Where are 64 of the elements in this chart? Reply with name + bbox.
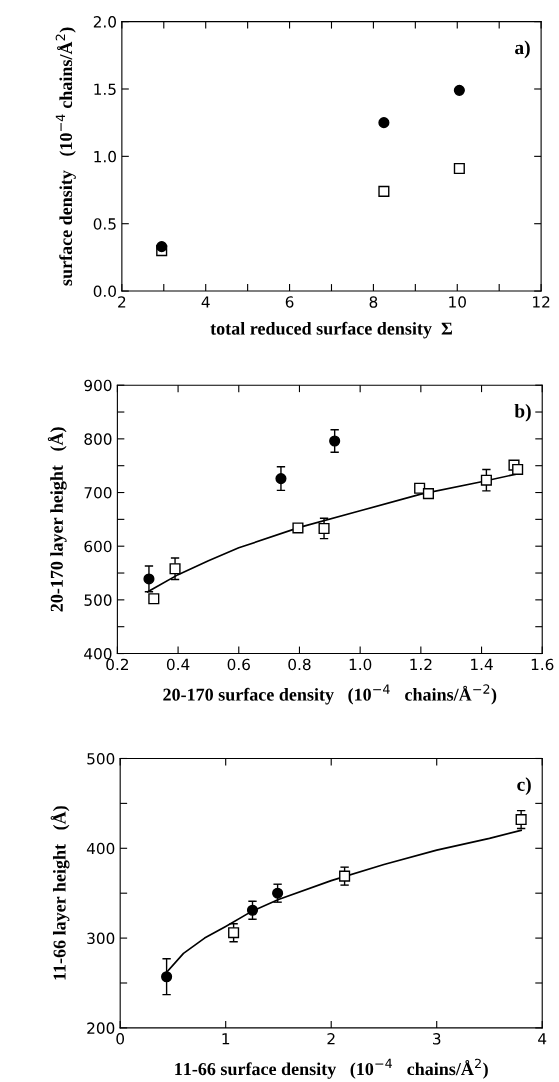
y-tick-label: 900 [84,379,112,392]
annotation: b) [514,403,531,422]
x-tick-label: 1.4 [471,658,493,670]
point [169,563,181,575]
x-tick-label: 1.6 [531,658,554,671]
y-tick-label: 300 [87,932,115,945]
x-tick-label: 6 [285,296,294,308]
y-axis-title: 11-66 layer height (Å) [50,806,70,980]
x-tick-label: 10 [449,296,466,308]
point [339,870,351,882]
point [515,813,527,826]
x-axis-title: total reduced surface density Σ [210,321,452,339]
x-tick-label: 1.2 [410,658,432,670]
y-tick-label: 1.0 [94,150,116,163]
point [292,522,304,534]
point [453,162,465,175]
x-tick-label: 12 [533,296,550,308]
x-tick-label: 0.2 [106,658,129,671]
y-tick-label: 800 [84,433,112,445]
y-tick-label: 500 [84,594,112,606]
y-tick-label: 400 [84,647,112,660]
y-tick-label: 400 [86,842,115,855]
y-tick-label: 200 [87,1022,115,1034]
annotation: a) [515,40,530,59]
x-tick-label: 2 [118,296,126,308]
point [453,84,465,96]
x-tick-label: 1.0 [349,658,372,671]
point [512,463,524,476]
x-tick-label: 0.6 [227,658,250,671]
x-tick-label: 0 [116,1033,125,1045]
point [161,971,173,983]
y-tick-label: 2.0 [93,16,116,28]
point [329,435,341,447]
annotation: c) [517,777,531,795]
text: 20-170 surface density (10$^{−4}$ chains/Å$^{−2}$) [163,684,497,705]
y-tick-label: 500 [87,752,115,765]
x-tick-label: 8 [369,296,378,308]
point [378,185,390,197]
point [143,573,155,585]
point [156,241,168,253]
point [148,593,160,605]
y-axis-title: surface density (10$^{−4}$ chains/Å$^{2}$) [55,27,76,286]
y-axis-title: 20-170 layer height (Å) [47,427,67,612]
point [228,927,240,939]
y-tick-label: 700 [84,486,112,499]
x-tick-label: 2 [327,1033,335,1045]
point [272,887,284,899]
y-tick-label: 1.5 [94,83,116,96]
x-tick-label: 4 [538,1033,547,1045]
point [318,522,330,535]
point [275,473,287,485]
x-tick-label: 0.8 [288,658,311,671]
x-tick-label: 1 [222,1033,230,1045]
point [246,904,259,916]
point [480,474,492,486]
point [378,117,390,129]
x-tick-label: 3 [433,1033,441,1045]
point [422,488,434,500]
x-tick-label: 4 [201,296,210,308]
y-tick-label: 600 [84,540,112,553]
y-tick-label: 0.5 [93,218,116,230]
text: 11-66 surface density (10$^{−4}$ chains/Å$^{2}$) [175,1058,488,1079]
x-tick-label: 0.4 [166,658,190,671]
y-tick-label: 0.0 [93,285,116,298]
